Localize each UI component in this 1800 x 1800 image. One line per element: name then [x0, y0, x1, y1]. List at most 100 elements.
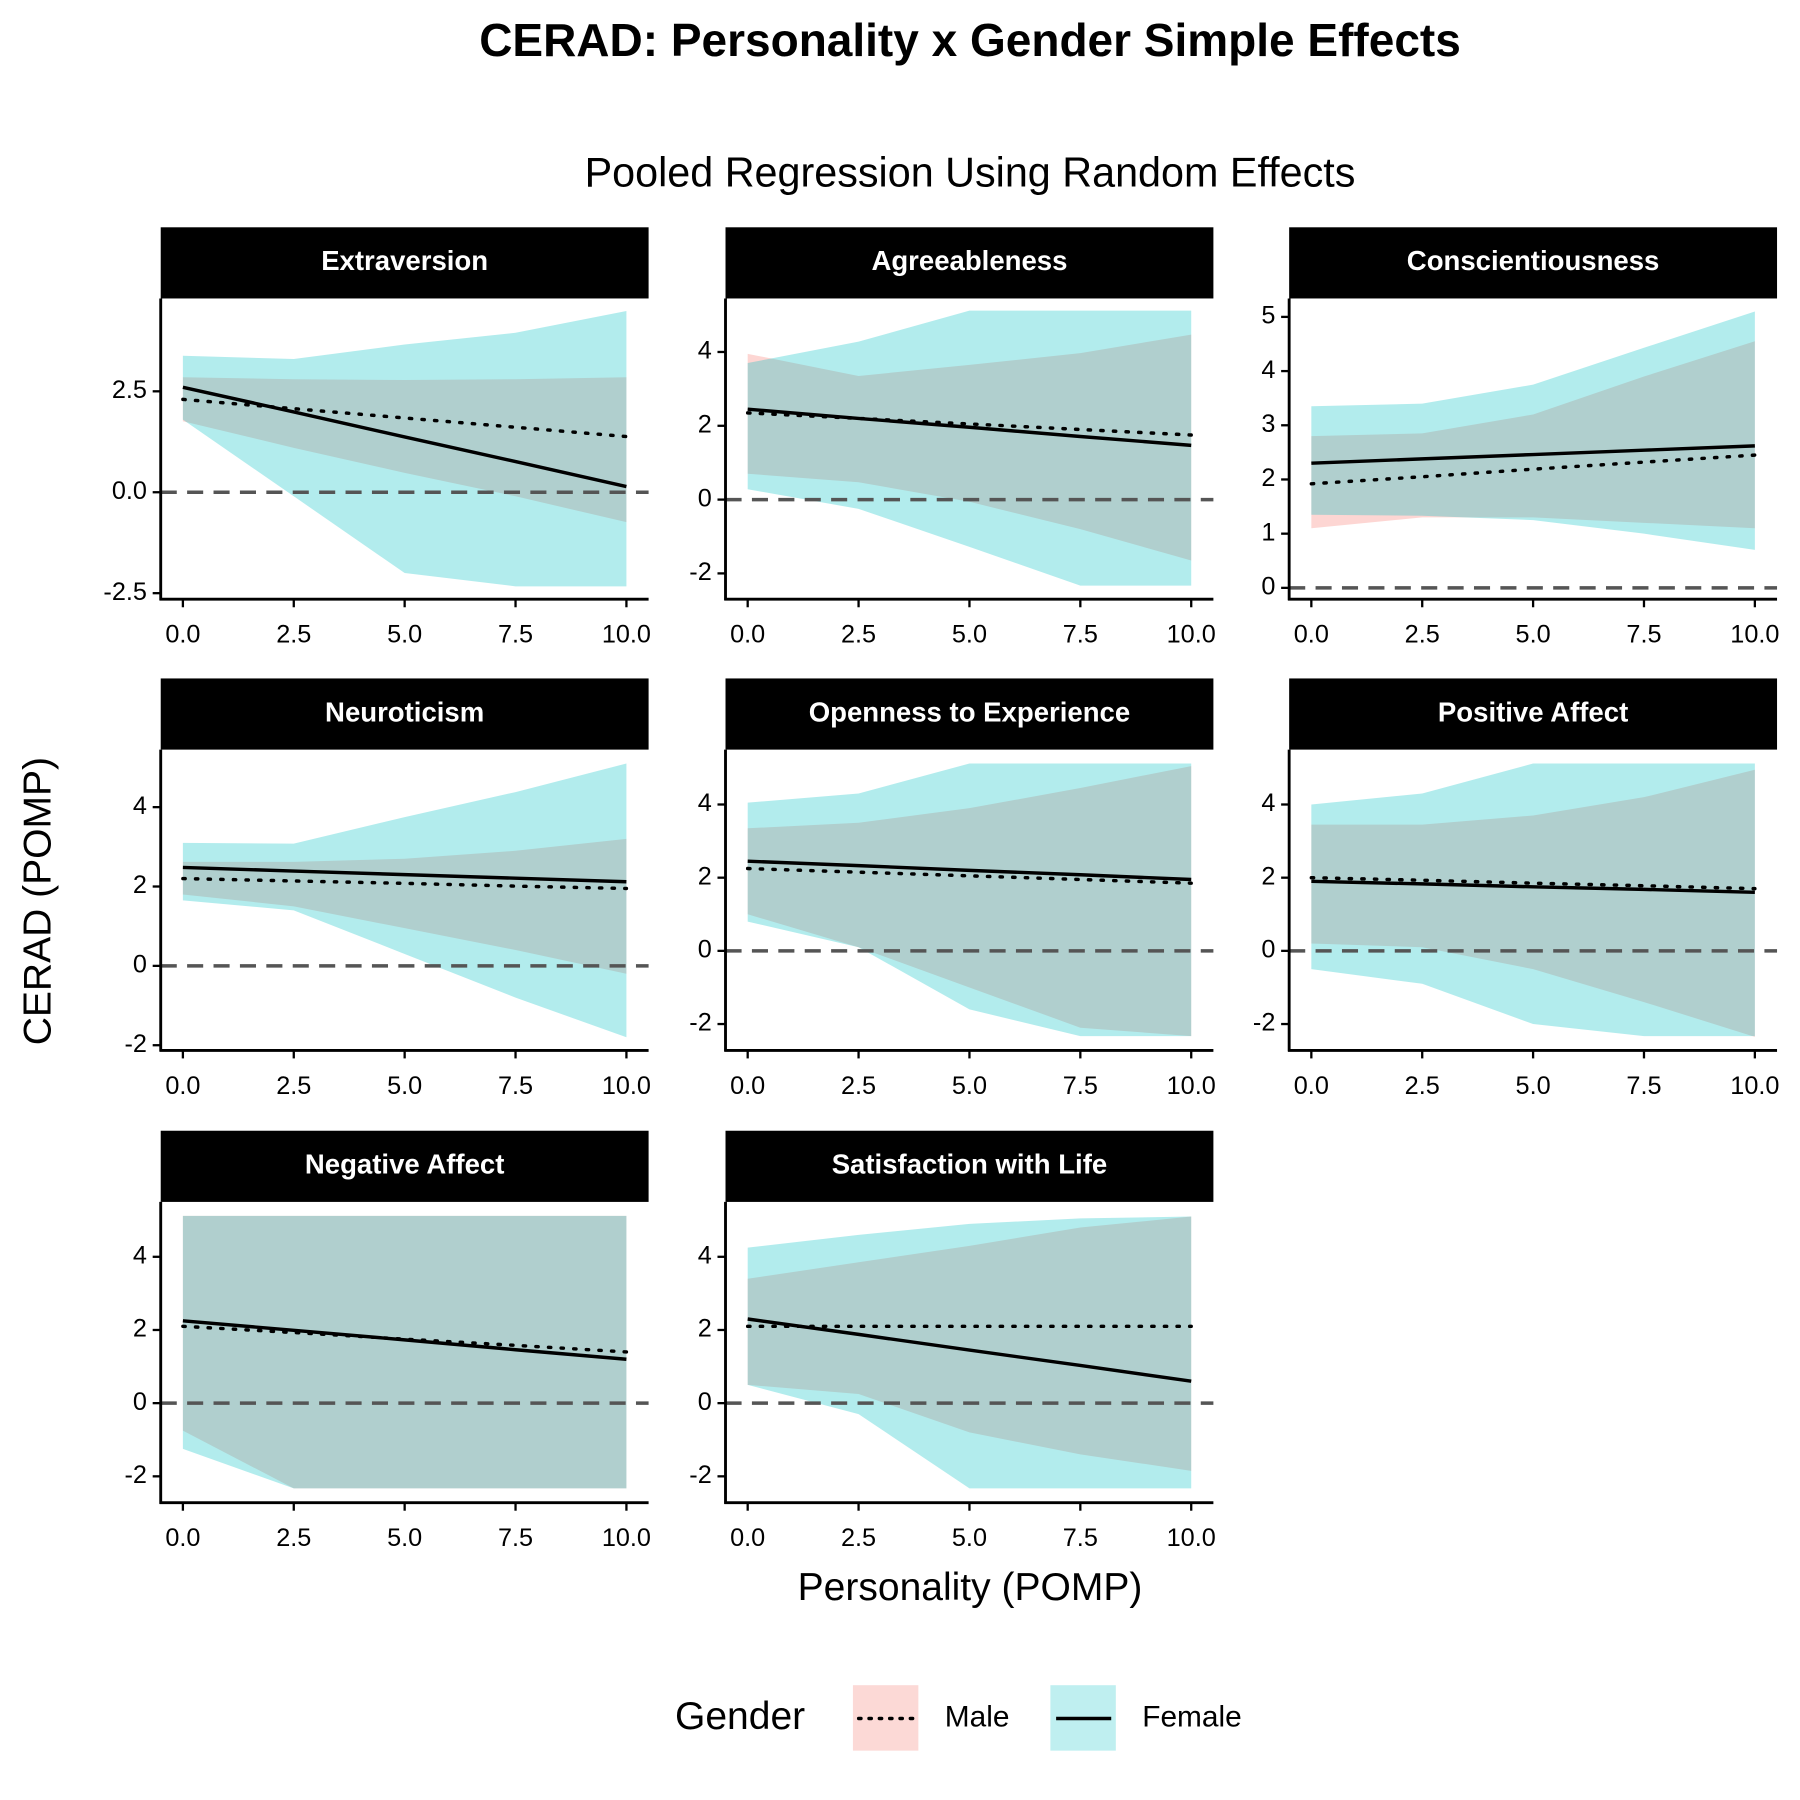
x-tick-label: 5.0 — [1516, 621, 1551, 649]
y-tick-label: 2.5 — [112, 376, 147, 404]
y-tick-label: -2 — [124, 1030, 146, 1058]
y-tick-label: 4 — [698, 789, 712, 817]
legend-label: Male — [945, 1700, 1010, 1733]
y-tick-label: 2 — [698, 862, 712, 890]
x-tick-label: 7.5 — [1063, 1524, 1098, 1552]
y-tick-label: 2 — [133, 1315, 147, 1343]
y-tick-label: -2 — [689, 1461, 711, 1489]
series-line — [745, 411, 1193, 437]
y-tick-label: 0 — [698, 936, 712, 964]
x-tick-label: 0.0 — [165, 1524, 200, 1552]
chart-subtitle: Pooled Regression Using Random Effects — [585, 150, 1356, 196]
chart-title: CERAD: Personality x Gender Simple Effec… — [479, 14, 1461, 66]
facet-strip — [1289, 678, 1778, 750]
facet-strip — [160, 678, 649, 750]
series-line — [181, 876, 629, 891]
facet-strip — [725, 1130, 1214, 1202]
confidence-band — [747, 766, 1192, 1037]
y-tick-label: 1 — [1261, 518, 1275, 546]
series-line — [1311, 879, 1755, 895]
y-tick-label: 2 — [133, 871, 147, 899]
x-tick-label: 5.0 — [387, 1524, 422, 1552]
series-line — [182, 1319, 627, 1361]
series-line — [747, 859, 1192, 882]
series-line — [747, 407, 1192, 448]
y-tick-label: -2 — [689, 558, 711, 586]
x-tick-label: 0.0 — [1294, 1072, 1329, 1100]
y-tick-label: 0 — [1261, 573, 1275, 601]
x-tick-label: 2.5 — [841, 1072, 876, 1100]
x-tick-label: 5.0 — [387, 1072, 422, 1100]
series-line — [747, 1317, 1192, 1383]
confidence-band — [747, 1216, 1192, 1489]
x-tick-label: 2.5 — [1405, 1072, 1440, 1100]
x-tick-label: 7.5 — [498, 621, 533, 649]
x-tick-label: 0.0 — [165, 621, 200, 649]
series-line — [181, 397, 629, 439]
x-tick-label: 2.5 — [841, 1524, 876, 1552]
x-tick-label: 5.0 — [952, 621, 987, 649]
y-tick-label: 5 — [1261, 302, 1275, 330]
x-tick-label: 2.5 — [276, 1072, 311, 1100]
x-tick-label: 10.0 — [602, 1072, 651, 1100]
y-tick-label: 3 — [1261, 410, 1275, 438]
facet-strip — [1289, 227, 1778, 299]
y-tick-label: 0 — [698, 484, 712, 512]
facet-strip — [725, 227, 1214, 299]
y-tick-label: 0 — [133, 1388, 147, 1416]
x-tick-label: 10.0 — [1730, 621, 1779, 649]
facet-title: Openness to Experience — [809, 696, 1131, 727]
legend-label: Female — [1142, 1700, 1241, 1733]
confidence-band — [1311, 341, 1755, 529]
y-tick-label: 4 — [1261, 356, 1275, 384]
x-tick-label: 5.0 — [1516, 1072, 1551, 1100]
x-tick-label: 10.0 — [1167, 1524, 1216, 1552]
x-tick-label: 0.0 — [165, 1072, 200, 1100]
y-tick-label: 2 — [1261, 464, 1275, 492]
y-tick-label: 2 — [698, 1315, 712, 1343]
x-tick-label: 7.5 — [498, 1072, 533, 1100]
confidence-band — [747, 1216, 1192, 1471]
y-tick-label: 0 — [133, 951, 147, 979]
x-tick-label: 0.0 — [730, 621, 765, 649]
facet-strip — [160, 1130, 649, 1202]
x-tick-label: 7.5 — [498, 1524, 533, 1552]
y-tick-label: 4 — [698, 337, 712, 365]
x-tick-label: 5.0 — [952, 1072, 987, 1100]
confidence-band — [1311, 769, 1755, 1037]
confidence-band — [182, 1215, 627, 1489]
x-tick-label: 2.5 — [841, 621, 876, 649]
confidence-band — [747, 334, 1192, 561]
series-line — [182, 385, 627, 489]
facet-title: Conscientiousness — [1407, 245, 1660, 276]
x-tick-label: 10.0 — [1167, 1072, 1216, 1100]
confidence-band — [182, 310, 627, 587]
x-tick-label: 5.0 — [952, 1524, 987, 1552]
x-tick-label: 2.5 — [276, 1524, 311, 1552]
confidence-band — [747, 763, 1192, 1037]
x-tick-label: 2.5 — [276, 621, 311, 649]
series-line — [182, 865, 627, 884]
x-tick-label: 2.5 — [1405, 621, 1440, 649]
y-tick-label: -2 — [124, 1461, 146, 1489]
y-tick-label: 0.0 — [112, 477, 147, 505]
x-axis-label: Personality (POMP) — [798, 1566, 1143, 1609]
x-tick-label: 0.0 — [1294, 621, 1329, 649]
confidence-band — [747, 310, 1192, 586]
y-tick-label: 4 — [1261, 789, 1275, 817]
series-line — [1311, 444, 1755, 465]
x-tick-label: 7.5 — [1063, 621, 1098, 649]
y-tick-label: -2.5 — [103, 578, 147, 606]
x-tick-label: 10.0 — [1730, 1072, 1779, 1100]
confidence-band — [1311, 311, 1755, 550]
x-tick-label: 7.5 — [1063, 1072, 1098, 1100]
y-tick-label: 0 — [1261, 936, 1275, 964]
y-tick-label: 2 — [1261, 862, 1275, 890]
x-tick-label: 7.5 — [1626, 1072, 1661, 1100]
x-tick-label: 10.0 — [602, 1524, 651, 1552]
y-tick-label: 4 — [133, 1241, 147, 1269]
x-tick-label: 5.0 — [387, 621, 422, 649]
confidence-band — [1311, 763, 1755, 1037]
